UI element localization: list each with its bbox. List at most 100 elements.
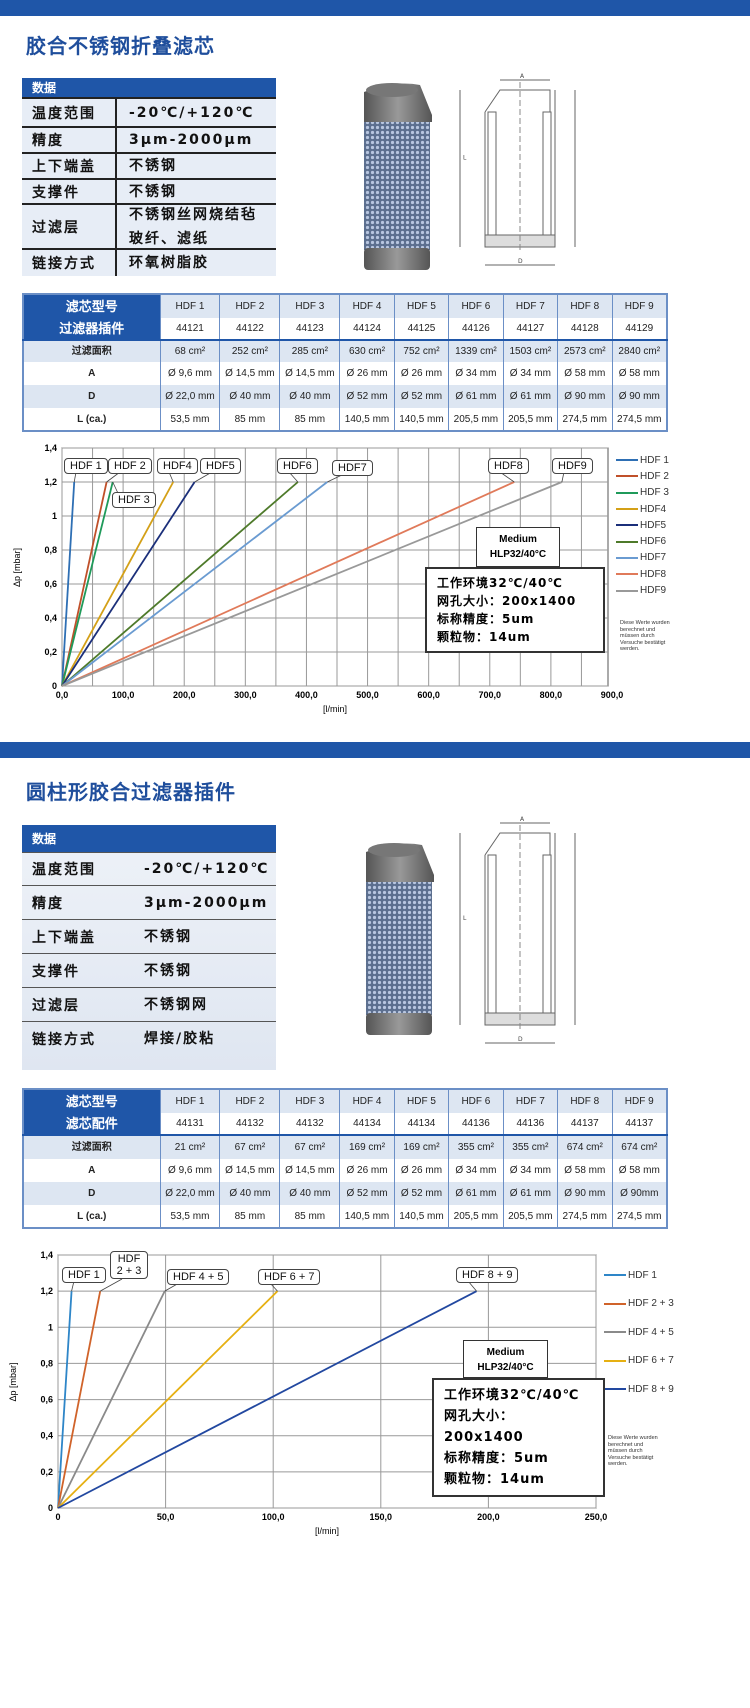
series-line bbox=[61, 481, 515, 687]
spec-key: 过滤层 bbox=[32, 997, 80, 1014]
legend-item: HDF 2 + 3 bbox=[604, 1290, 674, 1319]
table-cell: 44126 bbox=[448, 318, 504, 340]
series-line bbox=[61, 481, 196, 687]
y-tick-label: 0,2 bbox=[44, 647, 57, 657]
legend-label: HDF8 bbox=[640, 568, 667, 580]
table-cell: 205,5 mm bbox=[448, 1205, 504, 1228]
table-cell: 44129 bbox=[611, 318, 667, 340]
spec-key: 过滤层 bbox=[22, 205, 117, 248]
table-cell: 44134 bbox=[339, 1113, 395, 1135]
spec-key: 温度范围 bbox=[32, 862, 96, 878]
legend-label: HDF 2 bbox=[640, 470, 669, 482]
filter-image bbox=[362, 840, 442, 1039]
x-tick-label: 300,0 bbox=[234, 690, 257, 700]
table-cell: Ø 34 mm bbox=[448, 1159, 504, 1182]
table-cell: Ø 58 mm bbox=[557, 1159, 612, 1182]
legend-item: HDF 2 bbox=[616, 468, 669, 484]
series-callout: HDF 1 bbox=[64, 458, 108, 474]
legend-swatch bbox=[604, 1302, 626, 1305]
series-line bbox=[61, 481, 299, 687]
series-line bbox=[57, 1290, 102, 1509]
series-callout: HDF 6 + 7 bbox=[258, 1269, 321, 1285]
table-cell: Ø 52 mm bbox=[393, 1182, 449, 1205]
spec-row: 上下端盖 不锈钢 bbox=[22, 152, 276, 178]
table-cell: 21 cm² bbox=[159, 1134, 220, 1159]
x-tick-label: 0,0 bbox=[56, 690, 69, 700]
legend-item: HDF4 bbox=[616, 501, 669, 517]
section-title: 圆柱形胶合过滤器插件 bbox=[26, 780, 236, 804]
series-callout: HDF8 bbox=[488, 458, 529, 474]
spec-header: 数据 bbox=[22, 78, 276, 97]
legend-label: HDF 3 bbox=[640, 487, 669, 499]
medium-label: Medium bbox=[486, 1347, 525, 1358]
table-cell: 205,5 mm bbox=[448, 408, 504, 431]
legend-item: HDF 4 + 5 bbox=[604, 1318, 674, 1347]
series-line bbox=[57, 1291, 73, 1509]
legend-swatch bbox=[616, 491, 638, 494]
table-cell: 1503 cm² bbox=[502, 339, 558, 362]
legend-label: HDF7 bbox=[640, 552, 667, 564]
legend-item: HDF6 bbox=[616, 533, 669, 549]
series-line bbox=[57, 1290, 279, 1509]
legend-swatch bbox=[616, 589, 638, 592]
y-axis-label: Δp [mbar] bbox=[12, 548, 22, 587]
table-cell: 44132 bbox=[219, 1113, 280, 1135]
row-label: A bbox=[22, 362, 160, 385]
table-cell: 67 cm² bbox=[219, 1134, 280, 1159]
legend-item: HDF 8 + 9 bbox=[604, 1375, 674, 1404]
table-cell: 44122 bbox=[219, 318, 280, 340]
series-callout: HDF9 bbox=[552, 458, 593, 474]
table-cell: Ø 14,5 mm bbox=[279, 362, 340, 385]
row-label: D bbox=[22, 385, 160, 408]
spec-value: 3µm-2000µm bbox=[129, 132, 254, 148]
table-cell: 44125 bbox=[393, 318, 449, 340]
legend-label: HDF 6 + 7 bbox=[628, 1355, 674, 1367]
spec-key: 精度 bbox=[32, 895, 64, 912]
table-cell: 85 mm bbox=[219, 408, 280, 431]
dimension-drawing: A L D bbox=[459, 816, 576, 1044]
table-cell: HDF 8 bbox=[557, 294, 612, 318]
series-callout: HDF4 bbox=[157, 458, 198, 474]
series-callout: HDF 2 bbox=[108, 458, 152, 474]
condition-line: 颗粒物：14um bbox=[444, 1472, 545, 1487]
y-tick-label: 0,2 bbox=[40, 1467, 53, 1477]
table-cell: Ø 14,5 mm bbox=[279, 1159, 340, 1182]
table-cell: Ø 90mm bbox=[611, 1182, 667, 1205]
legend-item: HDF8 bbox=[616, 566, 669, 582]
table-cell: 44136 bbox=[502, 1113, 558, 1135]
row-label: 滤芯型号 bbox=[23, 1089, 160, 1113]
table-cell: 674 cm² bbox=[611, 1134, 667, 1159]
series-line bbox=[61, 481, 328, 687]
x-tick-label: 600,0 bbox=[417, 690, 440, 700]
legend-item: HDF9 bbox=[616, 582, 669, 598]
top-banner bbox=[0, 0, 750, 16]
y-tick-label: 1,4 bbox=[44, 443, 57, 453]
table-cell: 44127 bbox=[502, 318, 558, 340]
series-line bbox=[61, 481, 114, 687]
table-cell: 44123 bbox=[279, 318, 340, 340]
table-cell: HDF 4 bbox=[339, 1089, 395, 1113]
table-row: 过滤面积 21 cm² 67 cm² 67 cm² 169 cm² 169 cm² 355 … bbox=[22, 1134, 667, 1159]
x-tick-label: 100,0 bbox=[262, 1512, 285, 1522]
table-cell: 44124 bbox=[339, 318, 395, 340]
x-tick-label: 400,0 bbox=[295, 690, 318, 700]
table-cell: Ø 26 mm bbox=[339, 1159, 395, 1182]
table-cell: Ø 52 mm bbox=[339, 385, 395, 408]
series-line bbox=[61, 481, 563, 687]
table-cell: Ø 26 mm bbox=[339, 362, 395, 385]
dimension-drawing: A L D bbox=[459, 73, 576, 266]
table-cell: 44131 bbox=[159, 1113, 220, 1135]
row-label: 过滤面积 bbox=[22, 339, 160, 362]
series-line bbox=[57, 1290, 166, 1509]
table-row: 过滤面积 68 cm² 252 cm² 285 cm² 630 cm² 752 cm² 13… bbox=[22, 339, 667, 362]
table-cell: 274,5 mm bbox=[557, 408, 612, 431]
table-cell: HDF 6 bbox=[448, 294, 504, 318]
table-cell: Ø 26 mm bbox=[393, 362, 449, 385]
condition-line: 标称精度：5um bbox=[437, 612, 535, 626]
spec-row: 支撑件 不锈钢 bbox=[22, 178, 276, 203]
legend-label: HDF 1 bbox=[640, 454, 669, 466]
